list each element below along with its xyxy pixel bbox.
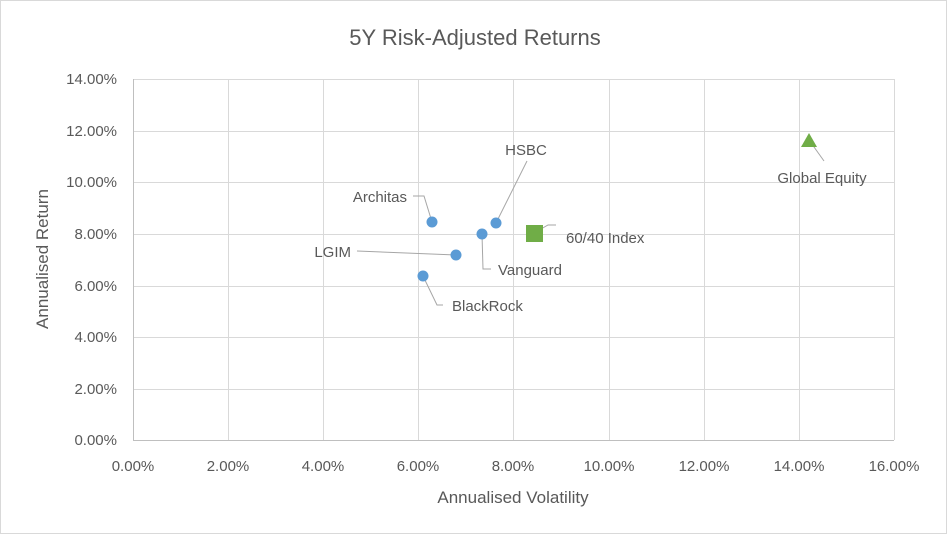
svg-text:6.00%: 6.00%	[74, 278, 117, 295]
svg-text:10.00%: 10.00%	[66, 174, 117, 191]
svg-text:14.00%: 14.00%	[774, 458, 825, 475]
label-lgim: LGIM	[314, 244, 351, 261]
point-hsbc[interactable]	[490, 217, 502, 229]
svg-text:4.00%: 4.00%	[74, 329, 117, 346]
svg-text:14.00%: 14.00%	[66, 71, 117, 88]
svg-text:8.00%: 8.00%	[492, 458, 535, 475]
x-tick-labels: 0.00% 2.00% 4.00% 6.00% 8.00% 10.00% 12.…	[112, 458, 920, 475]
vertical-gridlines	[228, 79, 895, 440]
svg-text:8.00%: 8.00%	[74, 226, 117, 243]
point-lgim[interactable]	[450, 249, 462, 261]
svg-text:12.00%: 12.00%	[679, 458, 730, 475]
y-tick-labels: 0.00% 2.00% 4.00% 6.00% 8.00% 10.00% 12.…	[66, 71, 117, 449]
x-axis-title: Annualised Volatility	[437, 488, 589, 507]
label-blackrock: BlackRock	[452, 298, 523, 315]
data-labels: Architas HSBC Vanguard LGIM BlackRock 60…	[314, 142, 867, 315]
chart-title: 5Y Risk-Adjusted Returns	[349, 25, 601, 50]
label-hsbc: HSBC	[505, 142, 547, 159]
label-architas: Architas	[353, 189, 407, 206]
point-architas[interactable]	[426, 216, 438, 228]
svg-text:2.00%: 2.00%	[207, 458, 250, 475]
svg-text:6.00%: 6.00%	[397, 458, 440, 475]
svg-text:2.00%: 2.00%	[74, 381, 117, 398]
point-global-equity[interactable]	[801, 133, 817, 147]
point-6040-index[interactable]	[526, 225, 543, 242]
svg-text:16.00%: 16.00%	[869, 458, 920, 475]
y-axis-title: Annualised Return	[33, 189, 52, 329]
label-6040-index: 60/40 Index	[566, 230, 645, 247]
svg-text:12.00%: 12.00%	[66, 123, 117, 140]
svg-text:0.00%: 0.00%	[112, 458, 155, 475]
point-vanguard[interactable]	[476, 228, 488, 240]
label-global-equity: Global Equity	[777, 170, 867, 187]
label-vanguard: Vanguard	[498, 262, 562, 279]
point-blackrock[interactable]	[417, 270, 429, 282]
series-funds	[417, 216, 502, 282]
svg-text:10.00%: 10.00%	[584, 458, 635, 475]
svg-text:4.00%: 4.00%	[302, 458, 345, 475]
svg-text:0.00%: 0.00%	[74, 432, 117, 449]
